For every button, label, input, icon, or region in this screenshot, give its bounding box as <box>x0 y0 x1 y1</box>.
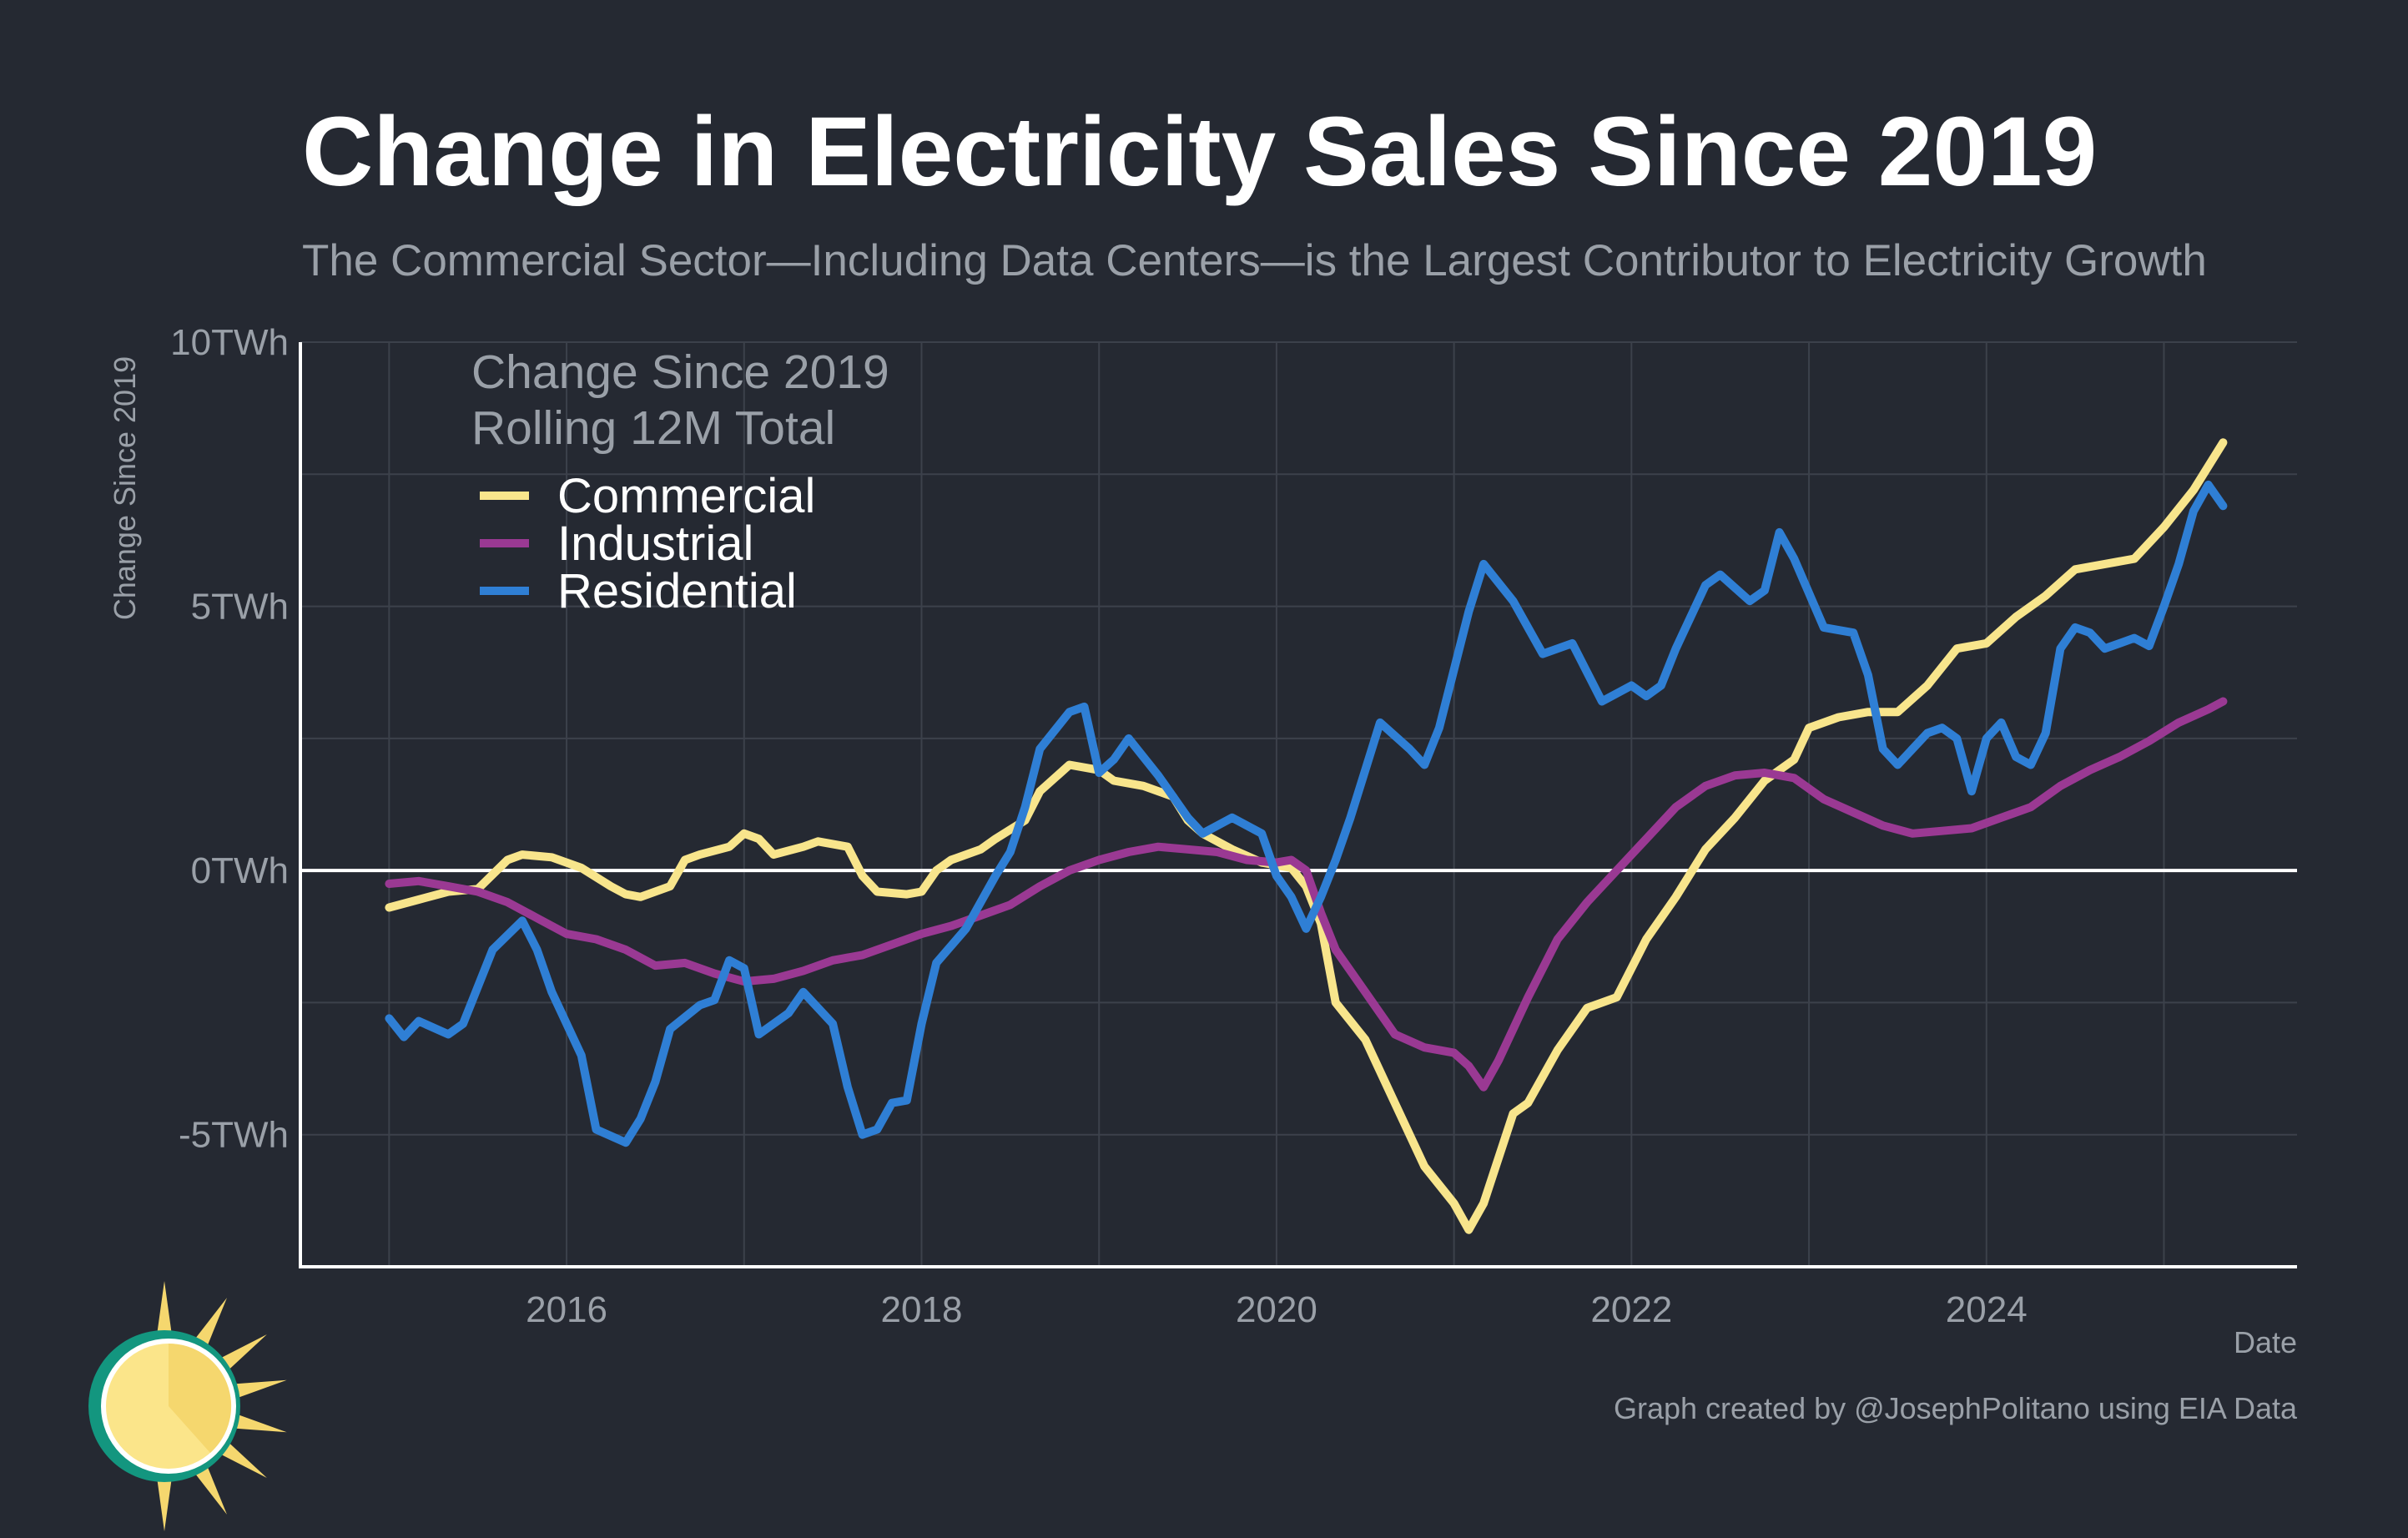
x-tick-label: 2018 <box>881 1289 963 1330</box>
y-tick-label: 5TWh <box>191 587 289 628</box>
source-credit: Graph created by @JosephPolitano using E… <box>1614 1391 2298 1425</box>
x-tick-label: 2016 <box>526 1289 607 1330</box>
grid <box>300 341 2297 1267</box>
legend-title-line2: Rolling 12M Total <box>471 401 835 455</box>
legend-label-residential: Residential <box>557 564 797 618</box>
x-tick-label: 2020 <box>1236 1289 1317 1330</box>
series-line-commercial <box>385 438 2228 1234</box>
x-tick-label: 2024 <box>1946 1289 2028 1330</box>
sun-logo-icon <box>88 1281 287 1531</box>
legend-label-industrial: Industrial <box>557 517 753 571</box>
x-tick-labels: 2016 2018 2020 2022 2024 <box>526 1289 2028 1330</box>
legend-title-line1: Change Since 2019 <box>471 345 889 399</box>
legend-label-commercial: Commercial <box>557 469 815 523</box>
x-tick-label: 2022 <box>1590 1289 1672 1330</box>
x-axis-label: Date <box>2234 1325 2297 1359</box>
y-tick-label: -5TWh <box>179 1115 289 1156</box>
y-tick-label: 10TWh <box>170 322 289 363</box>
legend: Change Since 2019 Rolling 12M Total Comm… <box>471 345 889 618</box>
series-lines <box>385 438 2228 1234</box>
series-line-residential <box>385 480 2228 1147</box>
y-axis-label: Change Since 2019 <box>108 356 142 620</box>
y-tick-label: 0TWh <box>191 850 289 891</box>
chart-subtitle: The Commercial Sector—Including Data Cen… <box>302 236 2207 285</box>
y-tick-labels: -5TWh 0TWh 5TWh 10TWh <box>170 322 289 1156</box>
series-line-industrial <box>385 697 2228 1092</box>
chart-title: Change in Electricity Sales Since 2019 <box>302 97 2097 207</box>
